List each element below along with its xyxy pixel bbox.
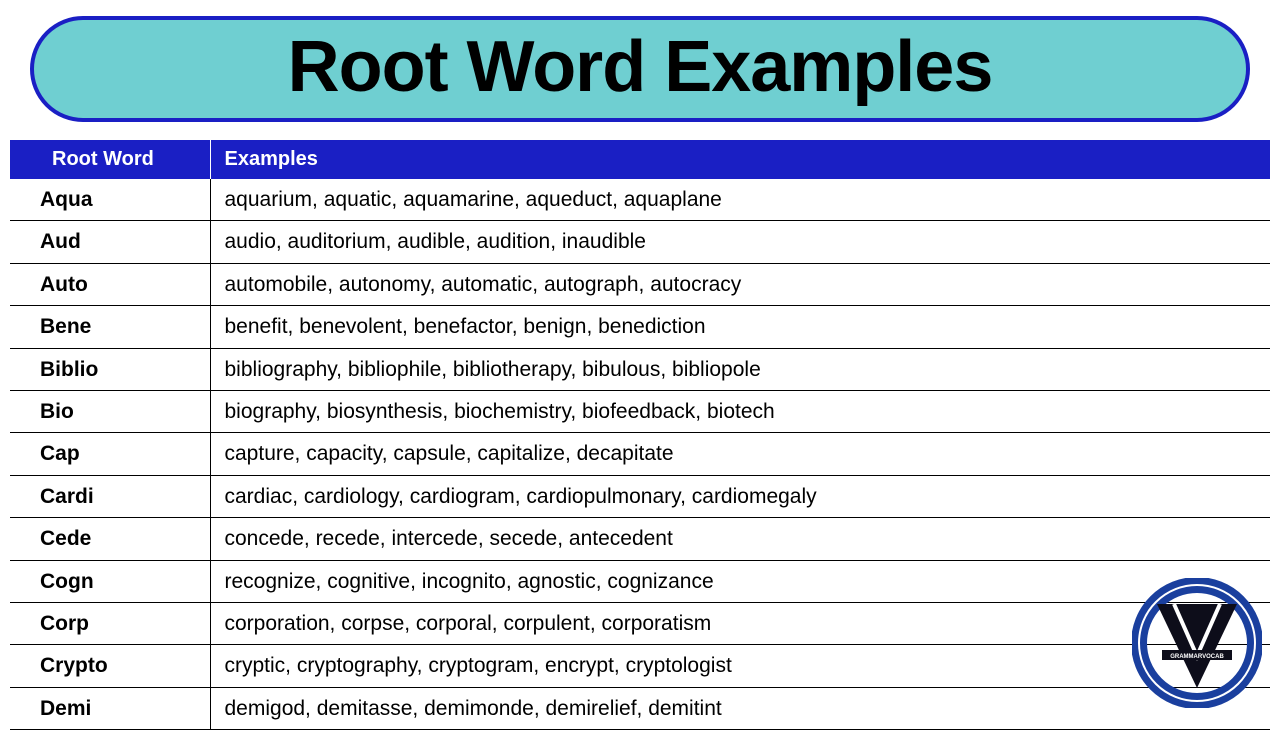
cell-root-word: Cede [10,518,210,560]
table-row: Autoautomobile, autonomy, automatic, aut… [10,263,1270,305]
header-root-word: Root Word [10,140,210,179]
cell-root-word: Cap [10,433,210,475]
cell-root-word: Cogn [10,560,210,602]
cell-examples: bibliography, bibliophile, bibliotherapy… [210,348,1270,390]
cell-root-word: Bene [10,306,210,348]
cell-root-word: Auto [10,263,210,305]
table-row: Biobiography, biosynthesis, biochemistry… [10,390,1270,432]
cell-root-word: Biblio [10,348,210,390]
grammarvocab-logo-icon: GRAMMARVOCAB [1132,578,1262,708]
table-row: Cryptocryptic, cryptography, cryptogram,… [10,645,1270,687]
table-row: Bibliobibliography, bibliophile, bibliot… [10,348,1270,390]
cell-examples: recognize, cognitive, incognito, agnosti… [210,560,1270,602]
table-row: Benebenefit, benevolent, benefactor, ben… [10,306,1270,348]
header-examples: Examples [210,140,1270,179]
cell-examples: audio, auditorium, audible, audition, in… [210,221,1270,263]
cell-examples: benefit, benevolent, benefactor, benign,… [210,306,1270,348]
table-row: Demidemigod, demitasse, demimonde, demir… [10,687,1270,729]
table-row: Capcapture, capacity, capsule, capitaliz… [10,433,1270,475]
cell-root-word: Corp [10,602,210,644]
title-banner: Root Word Examples [30,16,1250,122]
cell-root-word: Crypto [10,645,210,687]
table-row: Cognrecognize, cognitive, incognito, agn… [10,560,1270,602]
cell-examples: demigod, demitasse, demimonde, demirelie… [210,687,1270,729]
page-title: Root Word Examples [34,26,1246,108]
cell-examples: capture, capacity, capsule, capitalize, … [210,433,1270,475]
table-row: Cedeconcede, recede, intercede, secede, … [10,518,1270,560]
cell-examples: corporation, corpse, corporal, corpulent… [210,602,1270,644]
root-word-table: Root Word Examples Aquaaquarium, aquatic… [10,140,1270,730]
table-header-row: Root Word Examples [10,140,1270,179]
table-row: Aquaaquarium, aquatic, aquamarine, aqued… [10,179,1270,221]
cell-root-word: Aud [10,221,210,263]
cell-examples: aquarium, aquatic, aquamarine, aqueduct,… [210,179,1270,221]
cell-examples: concede, recede, intercede, secede, ante… [210,518,1270,560]
table-row: Audaudio, auditorium, audible, audition,… [10,221,1270,263]
cell-root-word: Bio [10,390,210,432]
cell-root-word: Demi [10,687,210,729]
table-row: Cardicardiac, cardiology, cardiogram, ca… [10,475,1270,517]
table-row: Corpcorporation, corpse, corporal, corpu… [10,602,1270,644]
cell-examples: cardiac, cardiology, cardiogram, cardiop… [210,475,1270,517]
cell-examples: automobile, autonomy, automatic, autogra… [210,263,1270,305]
cell-root-word: Cardi [10,475,210,517]
cell-examples: cryptic, cryptography, cryptogram, encry… [210,645,1270,687]
cell-examples: biography, biosynthesis, biochemistry, b… [210,390,1270,432]
logo-label: GRAMMARVOCAB [1170,654,1224,660]
cell-root-word: Aqua [10,179,210,221]
